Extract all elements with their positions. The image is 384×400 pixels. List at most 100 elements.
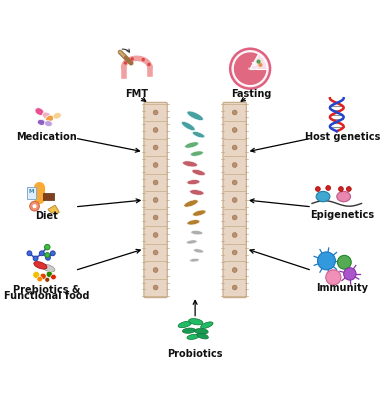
Ellipse shape: [182, 161, 197, 167]
Circle shape: [33, 256, 38, 261]
Ellipse shape: [193, 210, 206, 216]
Circle shape: [232, 250, 237, 255]
Circle shape: [153, 233, 158, 238]
Ellipse shape: [46, 115, 54, 122]
Ellipse shape: [35, 108, 44, 115]
Circle shape: [232, 285, 237, 290]
Circle shape: [326, 186, 331, 190]
Circle shape: [45, 277, 50, 282]
Circle shape: [232, 198, 237, 202]
Ellipse shape: [37, 119, 45, 125]
Circle shape: [46, 271, 53, 277]
Circle shape: [45, 253, 50, 258]
Ellipse shape: [337, 192, 351, 202]
Wedge shape: [234, 52, 266, 85]
Circle shape: [153, 285, 158, 290]
Ellipse shape: [187, 111, 204, 120]
Circle shape: [232, 128, 237, 132]
Circle shape: [30, 201, 40, 211]
FancyBboxPatch shape: [144, 102, 167, 298]
Ellipse shape: [187, 334, 199, 340]
Text: fasted: fasted: [248, 67, 259, 71]
Wedge shape: [48, 205, 59, 214]
Text: Diet: Diet: [35, 211, 58, 221]
Text: Immunity: Immunity: [316, 283, 368, 293]
Text: Host genetics: Host genetics: [305, 132, 380, 142]
Circle shape: [153, 180, 158, 185]
Circle shape: [153, 250, 158, 255]
Ellipse shape: [194, 328, 208, 334]
Circle shape: [316, 186, 320, 192]
Circle shape: [232, 110, 237, 115]
Circle shape: [27, 251, 32, 256]
Circle shape: [233, 51, 268, 86]
Text: Probiotics: Probiotics: [167, 348, 223, 358]
Ellipse shape: [178, 321, 192, 328]
Circle shape: [46, 255, 50, 260]
Ellipse shape: [190, 258, 199, 262]
Circle shape: [131, 57, 134, 61]
Circle shape: [232, 268, 237, 272]
Text: M: M: [29, 189, 34, 194]
Ellipse shape: [182, 328, 195, 333]
Circle shape: [257, 60, 261, 64]
Circle shape: [258, 63, 263, 67]
Circle shape: [338, 255, 351, 269]
Ellipse shape: [190, 151, 203, 156]
Circle shape: [40, 251, 44, 256]
Circle shape: [153, 162, 158, 167]
FancyBboxPatch shape: [223, 102, 247, 298]
Text: Fasting: Fasting: [231, 89, 271, 99]
Circle shape: [147, 63, 151, 66]
Circle shape: [51, 274, 56, 280]
Ellipse shape: [42, 112, 51, 120]
Ellipse shape: [191, 230, 203, 235]
Circle shape: [346, 186, 351, 192]
Circle shape: [232, 145, 237, 150]
Text: FMT: FMT: [125, 89, 148, 99]
Ellipse shape: [187, 220, 200, 225]
Circle shape: [50, 251, 55, 256]
Circle shape: [153, 128, 158, 132]
Text: Medication: Medication: [16, 132, 77, 142]
Circle shape: [232, 233, 237, 238]
Circle shape: [153, 215, 158, 220]
Ellipse shape: [316, 192, 330, 202]
Circle shape: [40, 273, 46, 280]
Circle shape: [230, 49, 270, 88]
Circle shape: [124, 61, 127, 65]
Circle shape: [153, 145, 158, 150]
Ellipse shape: [200, 322, 213, 328]
Ellipse shape: [45, 121, 52, 126]
Text: Prebiotics &: Prebiotics &: [13, 285, 80, 295]
Ellipse shape: [197, 333, 209, 339]
Circle shape: [153, 268, 158, 272]
Text: Epigenetics: Epigenetics: [310, 210, 374, 220]
Circle shape: [37, 276, 43, 282]
Text: 16: 16: [250, 62, 257, 67]
Ellipse shape: [184, 200, 198, 207]
FancyBboxPatch shape: [43, 193, 54, 200]
Wedge shape: [250, 54, 266, 69]
Ellipse shape: [34, 262, 47, 269]
Circle shape: [153, 110, 158, 115]
Circle shape: [33, 204, 36, 208]
Circle shape: [232, 162, 237, 167]
Ellipse shape: [194, 249, 204, 253]
Ellipse shape: [185, 142, 199, 148]
Circle shape: [33, 272, 40, 278]
Circle shape: [141, 58, 145, 61]
Circle shape: [344, 268, 356, 280]
Ellipse shape: [189, 318, 203, 325]
Circle shape: [326, 270, 341, 285]
Ellipse shape: [192, 132, 205, 138]
Circle shape: [153, 198, 158, 202]
Circle shape: [339, 186, 343, 192]
Ellipse shape: [186, 240, 197, 244]
Circle shape: [318, 252, 335, 270]
Ellipse shape: [53, 112, 61, 119]
FancyBboxPatch shape: [27, 187, 36, 199]
Ellipse shape: [181, 122, 195, 131]
Circle shape: [232, 180, 237, 185]
Circle shape: [45, 244, 50, 250]
